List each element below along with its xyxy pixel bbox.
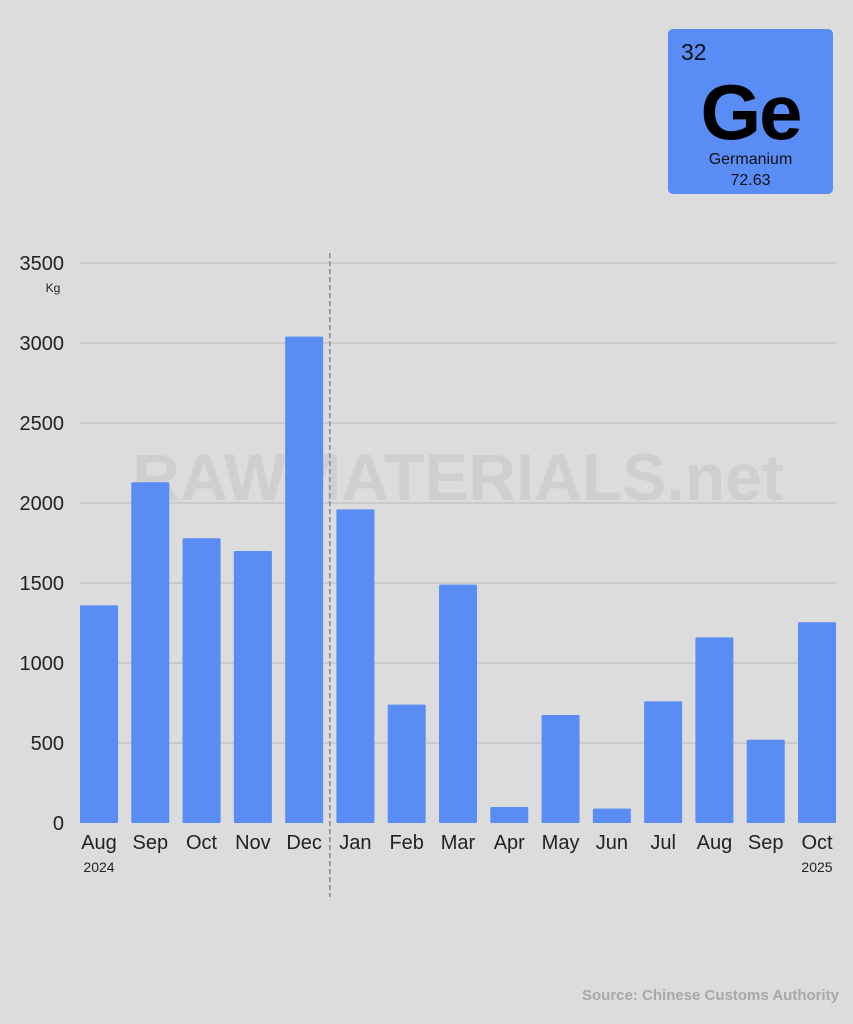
bar-nov-3: [233, 551, 272, 823]
y-tick-label: 2500: [20, 413, 65, 435]
atomic-number: 32: [681, 39, 707, 65]
y-tick-label: 500: [31, 733, 64, 755]
y-tick-label: 1000: [20, 653, 65, 675]
year-label: 2025: [801, 859, 832, 875]
bar-jan-5: [336, 509, 375, 823]
bar-oct-2: [182, 538, 221, 823]
y-axis-unit: Kg: [46, 281, 61, 295]
x-tick-label: May: [542, 832, 580, 854]
x-tick-label: Aug: [81, 832, 117, 854]
bar-aug-0: [80, 605, 118, 823]
bar-mar-7: [439, 584, 477, 823]
element-name: Germanium: [708, 151, 793, 168]
bar-sep-1: [131, 482, 170, 823]
bar-dec-4: [285, 336, 324, 823]
y-tick-label: 0: [53, 813, 64, 835]
x-tick-label: Sep: [132, 832, 168, 854]
bar-sep-13: [746, 739, 785, 823]
x-tick-label: Apr: [494, 832, 525, 854]
x-tick-label: Sep: [748, 832, 784, 854]
x-tick-label: Jun: [596, 832, 628, 854]
bar-jun-10: [592, 808, 631, 823]
y-tick-label: 3000: [20, 333, 65, 355]
x-tick-label: Feb: [389, 832, 423, 854]
x-tick-label: Oct: [186, 832, 218, 854]
x-tick-label: Oct: [801, 832, 833, 854]
bar-aug-12: [695, 637, 734, 823]
source-note: Source: Chinese Customs Authority: [582, 987, 839, 1004]
x-tick-label: Mar: [441, 832, 476, 854]
x-tick-label: Jul: [650, 832, 676, 854]
year-label: 2024: [83, 859, 114, 875]
bar-may-9: [541, 715, 580, 823]
germanium-element-tile: 32 Ge Germanium 72.63: [668, 29, 833, 194]
bar-oct-14: [798, 622, 836, 823]
bar-feb-6: [387, 704, 426, 823]
y-tick-label: 1500: [20, 573, 65, 595]
y-tick-label: 2000: [20, 493, 65, 515]
watermark: RAWMATERIALS.net: [132, 440, 783, 514]
x-tick-label: Nov: [235, 832, 271, 854]
x-tick-label: Dec: [286, 832, 322, 854]
x-tick-label: Aug: [697, 832, 733, 854]
x-tick-label: Jan: [339, 832, 371, 854]
element-symbol: Ge: [700, 68, 802, 156]
bar-jul-11: [644, 701, 683, 823]
bar-apr-8: [490, 807, 529, 823]
y-tick-label: 3500: [20, 253, 65, 275]
atomic-mass: 72.63: [730, 172, 771, 189]
